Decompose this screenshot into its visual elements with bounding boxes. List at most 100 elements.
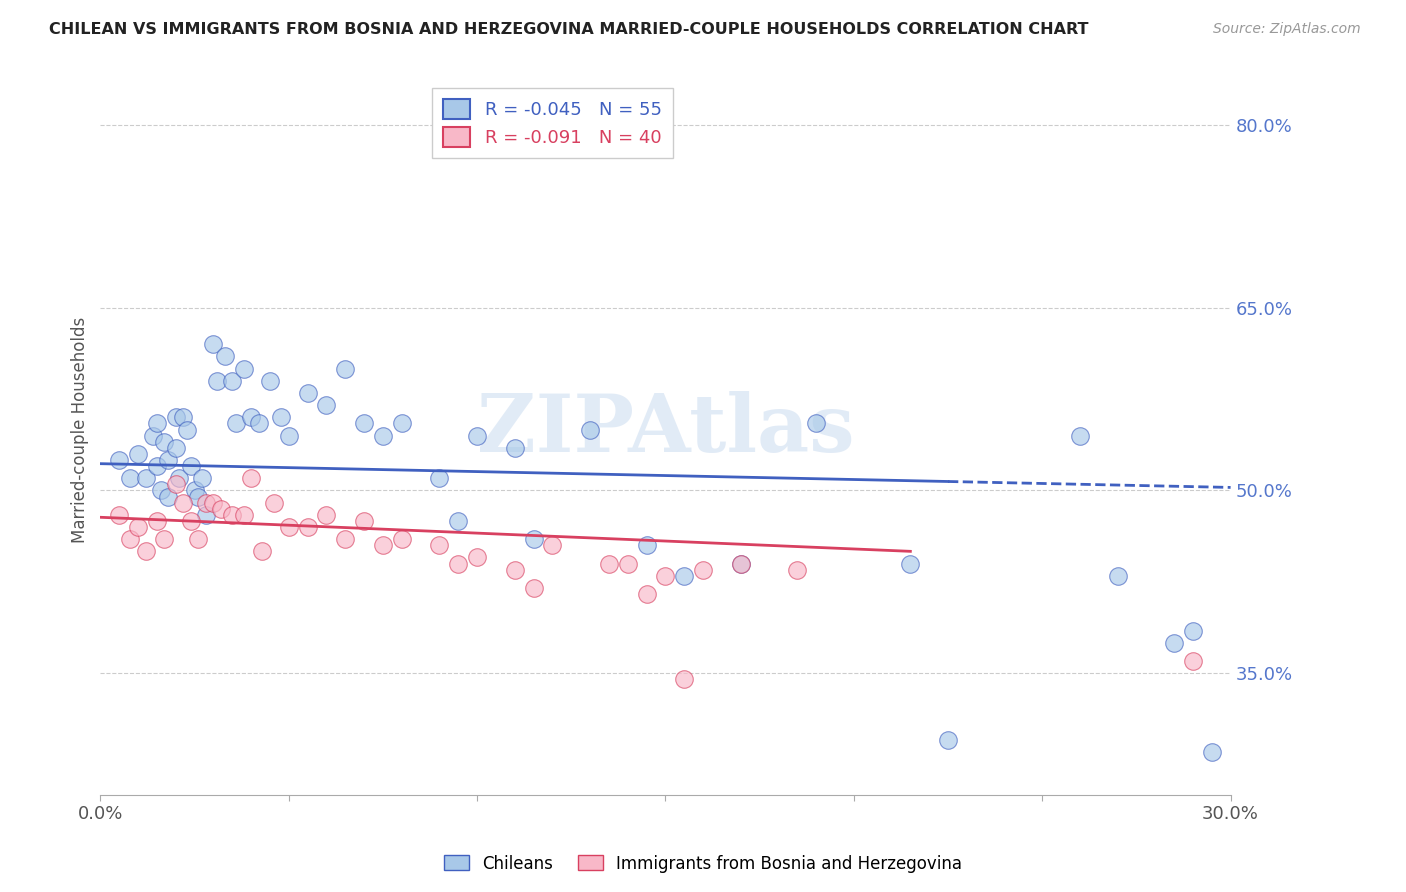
Point	[183, 483, 205, 498]
Point	[598, 557, 620, 571]
Point	[232, 361, 254, 376]
Point	[391, 532, 413, 546]
Point	[165, 441, 187, 455]
Point	[240, 471, 263, 485]
Point	[214, 350, 236, 364]
Text: Source: ZipAtlas.com: Source: ZipAtlas.com	[1213, 22, 1361, 37]
Point	[270, 410, 292, 425]
Point	[1163, 636, 1185, 650]
Point	[277, 520, 299, 534]
Point	[146, 514, 169, 528]
Point	[232, 508, 254, 522]
Text: CHILEAN VS IMMIGRANTS FROM BOSNIA AND HERZEGOVINA MARRIED-COUPLE HOUSEHOLDS CORR: CHILEAN VS IMMIGRANTS FROM BOSNIA AND HE…	[49, 22, 1088, 37]
Point	[297, 386, 319, 401]
Point	[673, 673, 696, 687]
Point	[429, 538, 451, 552]
Point	[898, 557, 921, 571]
Point	[194, 508, 217, 522]
Point	[165, 477, 187, 491]
Point	[146, 417, 169, 431]
Point	[187, 490, 209, 504]
Point	[371, 428, 394, 442]
Point	[194, 496, 217, 510]
Point	[263, 496, 285, 510]
Point	[209, 501, 232, 516]
Point	[240, 410, 263, 425]
Point	[191, 471, 214, 485]
Point	[1069, 428, 1091, 442]
Point	[1107, 568, 1129, 582]
Point	[353, 417, 375, 431]
Point	[225, 417, 247, 431]
Point	[153, 532, 176, 546]
Point	[447, 557, 470, 571]
Point	[135, 471, 157, 485]
Point	[221, 374, 243, 388]
Point	[730, 557, 752, 571]
Text: ZIPAtlas: ZIPAtlas	[477, 391, 855, 468]
Point	[523, 532, 546, 546]
Point	[277, 428, 299, 442]
Point	[465, 428, 488, 442]
Point	[1181, 624, 1204, 638]
Point	[153, 434, 176, 449]
Point	[180, 514, 202, 528]
Point	[636, 587, 658, 601]
Point	[673, 568, 696, 582]
Point	[654, 568, 676, 582]
Point	[465, 550, 488, 565]
Point	[1181, 654, 1204, 668]
Point	[252, 544, 274, 558]
Point	[172, 410, 194, 425]
Point	[335, 532, 357, 546]
Y-axis label: Married-couple Households: Married-couple Households	[72, 317, 89, 542]
Point	[541, 538, 564, 552]
Point	[165, 410, 187, 425]
Point	[142, 428, 165, 442]
Point	[804, 417, 827, 431]
Point	[221, 508, 243, 522]
Point	[617, 557, 640, 571]
Point	[1201, 746, 1223, 760]
Point	[202, 337, 225, 351]
Legend: R = -0.045   N = 55, R = -0.091   N = 40: R = -0.045 N = 55, R = -0.091 N = 40	[433, 87, 672, 158]
Point	[108, 453, 131, 467]
Point	[176, 423, 198, 437]
Point	[315, 508, 337, 522]
Point	[391, 417, 413, 431]
Point	[297, 520, 319, 534]
Point	[259, 374, 281, 388]
Point	[247, 417, 270, 431]
Point	[202, 496, 225, 510]
Point	[157, 490, 180, 504]
Point	[135, 544, 157, 558]
Point	[429, 471, 451, 485]
Point	[149, 483, 172, 498]
Point	[127, 447, 149, 461]
Point	[187, 532, 209, 546]
Legend: Chileans, Immigrants from Bosnia and Herzegovina: Chileans, Immigrants from Bosnia and Her…	[437, 848, 969, 880]
Point	[205, 374, 228, 388]
Point	[579, 423, 602, 437]
Point	[936, 733, 959, 747]
Point	[692, 563, 714, 577]
Point	[120, 471, 142, 485]
Point	[335, 361, 357, 376]
Point	[146, 459, 169, 474]
Point	[180, 459, 202, 474]
Point	[169, 471, 191, 485]
Point	[786, 563, 808, 577]
Point	[503, 441, 526, 455]
Point	[447, 514, 470, 528]
Point	[127, 520, 149, 534]
Point	[120, 532, 142, 546]
Point	[503, 563, 526, 577]
Point	[157, 453, 180, 467]
Point	[172, 496, 194, 510]
Point	[353, 514, 375, 528]
Point	[523, 581, 546, 595]
Point	[108, 508, 131, 522]
Point	[315, 398, 337, 412]
Point	[371, 538, 394, 552]
Point	[730, 557, 752, 571]
